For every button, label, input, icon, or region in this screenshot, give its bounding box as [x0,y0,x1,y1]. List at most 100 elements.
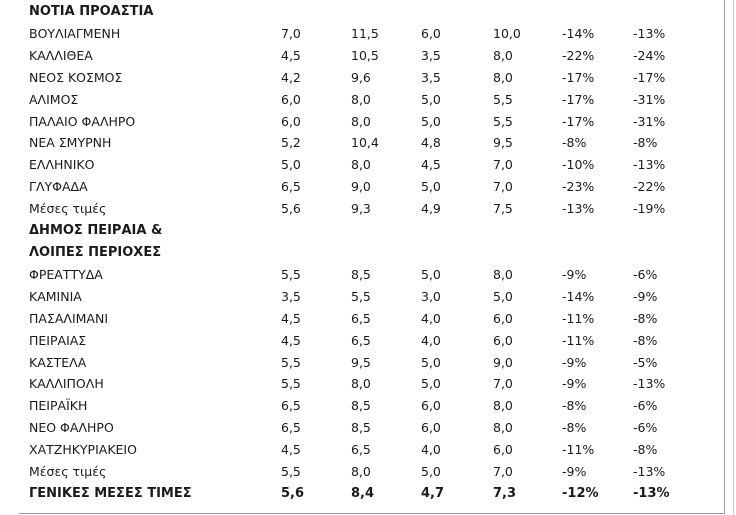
value-cell: 9,3 [351,201,371,217]
section-title: ΛΟΙΠΕΣ ΠΕΡΙΟΧΕΣ [29,244,162,260]
empty-cell [493,220,562,242]
total-value-cell: 8,4 [351,485,375,501]
value-cell: 4,8 [421,135,441,151]
value-cell: -11% [562,442,595,458]
area-name: ΝΕΑ ΣΜΥΡΝΗ [29,135,112,151]
value-cell: -22% [633,179,666,195]
table-row: ΕΛΛΗΝΙΚΟ 5,0 8,0 4,5 7,0 -10% -13% [29,154,693,176]
empty-cell [562,242,633,264]
table-row: ΚΑΣΤΕΛΑ 5,5 9,5 5,0 9,0 -9% -5% [29,352,693,374]
area-name: ΝΕΟΣ ΚΟΣΜΟΣ [29,69,123,85]
value-cell: -14% [562,288,595,304]
value-cell: -6% [633,420,658,436]
value-cell: -9% [562,266,587,282]
value-cell: 4,5 [281,332,301,348]
value-cell: -24% [633,47,666,63]
total-value-cell: -13% [633,485,670,501]
value-cell: 5,0 [421,354,441,370]
value-cell: -5% [633,354,658,370]
value-cell: 8,5 [351,398,371,414]
total-value-cell: -12% [562,485,599,501]
value-cell: 5,5 [281,266,301,282]
value-cell: -8% [633,332,658,348]
value-cell: 4,5 [281,47,301,63]
value-cell: 5,0 [421,113,441,129]
total-value-cell: 7,3 [493,485,517,501]
value-cell: -13% [633,25,666,41]
value-cell: 5,5 [281,376,301,392]
value-cell: 4,0 [421,310,441,326]
value-cell: 3,5 [421,69,441,85]
table-row: ΚΑΛΛΙΘΕΑ 4,5 10,5 3,5 8,0 -22% -24% [29,45,693,67]
value-cell: 8,0 [493,398,513,414]
value-cell: 8,0 [351,376,371,392]
value-cell: 6,0 [281,91,301,107]
empty-cell [351,220,421,242]
table-row: ΚΑΜΙΝΙΑ 3,5 5,5 3,0 5,0 -14% -9% [29,286,693,308]
value-cell: 5,0 [421,464,441,480]
area-name: ΓΛΥΦΑΔΑ [29,179,88,195]
value-cell: 9,5 [493,135,513,151]
empty-cell [281,242,351,264]
value-cell: 9,0 [351,179,371,195]
empty-cell [351,242,421,264]
value-cell: 5,6 [281,201,301,217]
value-cell: 6,5 [281,398,301,414]
value-cell: -23% [562,179,595,195]
area-name: ΠΕΙΡΑΙΑΣ [29,332,87,348]
value-cell: 7,0 [493,157,513,173]
section-title: ΝΟΤΙΑ ΠΡΟΑΣΤΙΑ [29,4,154,19]
area-name: ΠΑΣΑΛΙΜΑΝΙ [29,310,109,326]
table-row: Μέσες τιμές 5,5 8,0 5,0 7,0 -9% -13% [29,461,693,483]
table-row: ΚΑΛΛΙΠΟΛΗ 5,5 8,0 5,0 7,0 -9% -13% [29,373,693,395]
value-cell: 3,0 [421,288,441,304]
value-cell: -13% [633,464,666,480]
value-cell: -17% [633,69,666,85]
value-cell: 8,0 [493,420,513,436]
table-row: ΑΛΙΜΟΣ 6,0 8,0 5,0 5,5 -17% -31% [29,89,693,111]
table-row: ΠΕΙΡΑΪΚΗ 6,5 8,5 6,0 8,0 -8% -6% [29,395,693,417]
area-name: ΚΑΜΙΝΙΑ [29,288,82,304]
value-cell: 5,0 [421,266,441,282]
table-row: ΓΛΥΦΑΔΑ 6,5 9,0 5,0 7,0 -23% -22% [29,176,693,198]
value-cell: 5,2 [281,135,301,151]
empty-cell [281,220,351,242]
value-cell: 8,0 [351,464,371,480]
value-cell: 6,5 [351,442,371,458]
table-row: ΦΡΕΑΤΤΥΔΑ 5,5 8,5 5,0 8,0 -9% -6% [29,264,693,286]
value-cell: 5,5 [281,354,301,370]
area-name: ΚΑΛΛΙΘΕΑ [29,47,93,63]
value-cell: 3,5 [281,288,301,304]
empty-cell [351,1,421,23]
value-cell: -17% [562,91,595,107]
area-name: ΚΑΣΤΕΛΑ [29,354,87,370]
value-cell: -8% [633,442,658,458]
empty-cell [421,242,493,264]
value-cell: 5,5 [493,91,513,107]
value-cell: 9,0 [493,354,513,370]
area-name: ΝΕΟ ΦΑΛΗΡΟ [29,420,114,436]
value-cell: -8% [562,398,587,414]
value-cell: -9% [562,376,587,392]
table-row: ΧΑΤΖΗΚΥΡΙΑΚΕΙΟ 4,5 6,5 4,0 6,0 -11% -8% [29,439,693,461]
value-cell: 6,0 [421,25,441,41]
value-cell: 5,0 [493,288,513,304]
value-cell: -9% [562,354,587,370]
area-name: Μέσες τιμές [29,201,107,217]
table-row: ΝΕΑ ΣΜΥΡΝΗ 5,2 10,4 4,8 9,5 -8% -8% [29,132,693,154]
value-cell: 8,5 [351,420,371,436]
value-cell: -14% [562,25,595,41]
value-cell: 6,5 [351,332,371,348]
value-cell: 5,0 [421,376,441,392]
value-cell: 5,0 [281,157,301,173]
area-name: ΕΛΛΗΝΙΚΟ [29,157,95,173]
value-cell: 7,0 [493,376,513,392]
value-cell: 6,0 [421,398,441,414]
value-cell: 4,0 [421,332,441,348]
value-cell: 6,0 [421,420,441,436]
section-title: ΔΗΜΟΣ ΠΕΙΡΑΙΑ & [29,223,163,239]
area-name: ΠΑΛΑΙΟ ΦΑΛΗΡΟ [29,113,136,129]
value-cell: 8,0 [493,69,513,85]
empty-cell [493,242,562,264]
value-cell: 5,5 [281,464,301,480]
